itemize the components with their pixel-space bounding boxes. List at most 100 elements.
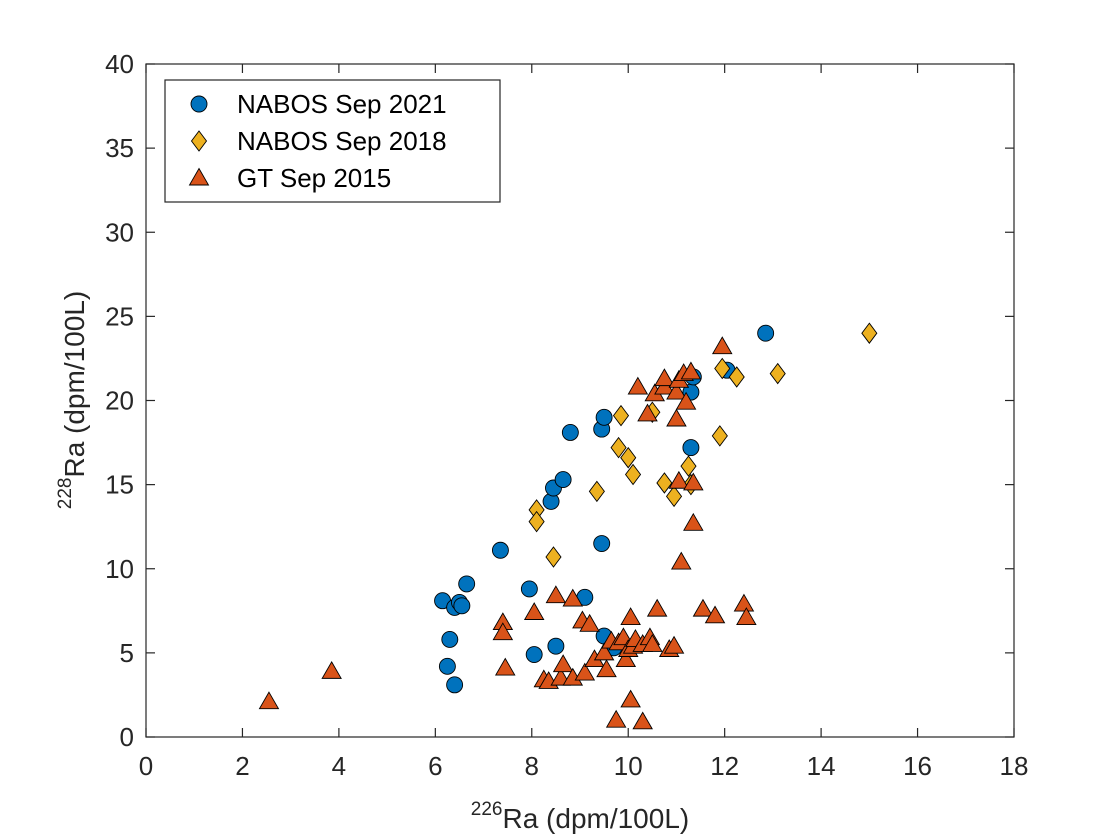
circle-point <box>458 575 476 593</box>
triangle-point <box>654 368 675 387</box>
diamond-point <box>610 436 627 459</box>
triangle-point <box>620 607 641 625</box>
y-axis-label-isotope-mass: 228 <box>55 478 76 510</box>
x-tick-label: 4 <box>332 751 346 781</box>
axis-ticks: 0 2 4 6 8 10 12 14 16 18 0 5 10 15 20 25 30 35 40 <box>105 49 1028 781</box>
diamond-point <box>714 357 731 380</box>
triangle-point <box>615 649 637 668</box>
triangle-point <box>666 381 687 400</box>
legend-marker-diamond <box>190 130 208 152</box>
circle-point <box>593 535 611 552</box>
diamond-point <box>545 546 562 568</box>
y-axis-label-text: Ra (dpm/100L) <box>59 291 90 478</box>
triangle-point <box>670 551 692 570</box>
x-axis-label-isotope-mass: 226 <box>471 799 503 820</box>
triangle-point <box>733 593 755 612</box>
y-tick-label: 10 <box>105 554 134 584</box>
triangle-point <box>574 662 596 681</box>
triangle-point <box>627 376 649 395</box>
circle-point <box>446 676 464 694</box>
diamond-point <box>656 472 673 494</box>
triangle-point <box>711 336 733 355</box>
legend-marker-triangle <box>188 167 210 186</box>
y-tick-label: 15 <box>105 470 134 500</box>
legend: NABOS Sep 2021 NABOS Sep 2018 GT Sep 2015 <box>164 79 501 203</box>
diamond-point <box>769 362 786 385</box>
circle-point <box>554 471 572 489</box>
triangle-point <box>620 689 641 708</box>
legend-entry-label: GT Sep 2015 <box>237 163 391 193</box>
y-tick-label: 5 <box>120 638 134 668</box>
legend-box <box>164 79 501 203</box>
y-axis-label: 228Ra (dpm/100L) <box>55 291 90 509</box>
triangle-point <box>579 613 600 632</box>
circle-point <box>595 408 613 426</box>
x-tick-label: 6 <box>428 751 442 781</box>
triangle-point <box>704 605 726 624</box>
circle-point <box>491 541 509 559</box>
circle-point <box>453 597 471 615</box>
x-tick-label: 14 <box>807 751 836 781</box>
series-diamond <box>528 322 878 568</box>
y-tick-label: 40 <box>105 49 134 79</box>
series-triangle <box>258 336 757 730</box>
y-tick-label: 25 <box>105 301 134 331</box>
diamond-point <box>728 366 745 388</box>
circle-point <box>525 646 543 664</box>
triangle-point <box>523 602 545 620</box>
y-tick-label: 0 <box>120 722 134 752</box>
diamond-point <box>711 425 728 447</box>
x-tick-label: 8 <box>525 751 539 781</box>
triangle-point <box>675 391 697 410</box>
circle-point <box>757 324 775 342</box>
triangle-point <box>668 470 690 489</box>
circle-point <box>547 637 565 655</box>
diamond-point <box>620 446 637 469</box>
triangle-point <box>552 654 574 673</box>
triangle-point <box>562 588 584 607</box>
legend-marker-circle <box>190 95 208 113</box>
triangle-point <box>736 607 757 625</box>
data-points <box>258 322 878 730</box>
triangle-point <box>692 598 714 617</box>
x-tick-label: 12 <box>710 751 739 781</box>
triangle-point <box>637 403 658 422</box>
y-tick-label: 35 <box>105 133 134 163</box>
x-axis-label: 226Ra (dpm/100L) <box>471 799 689 834</box>
triangle-point <box>593 642 615 661</box>
triangle-point <box>605 709 627 728</box>
y-tick-label: 20 <box>105 386 134 416</box>
triangle-point <box>321 660 342 679</box>
legend-entry-label: NABOS Sep 2021 <box>237 89 447 119</box>
circle-point <box>441 630 459 648</box>
circle-point <box>561 424 579 441</box>
circle-point <box>520 580 538 598</box>
diamond-point <box>624 463 642 486</box>
triangle-point <box>666 408 687 427</box>
diamond-point <box>665 485 683 508</box>
diamond-point <box>680 455 697 477</box>
circle-point <box>438 657 456 675</box>
x-tick-label: 10 <box>614 751 643 781</box>
diamond-point <box>861 322 878 344</box>
x-tick-label: 0 <box>139 751 153 781</box>
y-tick-label: 30 <box>105 217 134 247</box>
triangle-point <box>494 657 516 676</box>
diamond-point <box>612 404 630 427</box>
triangle-point <box>492 622 514 641</box>
triangle-point <box>642 634 663 652</box>
diamond-point <box>588 480 605 503</box>
triangle-point <box>258 691 280 710</box>
x-tick-label: 18 <box>1000 751 1029 781</box>
x-tick-label: 16 <box>903 751 932 781</box>
x-tick-label: 2 <box>235 751 249 781</box>
triangle-point <box>596 659 617 678</box>
triangle-point <box>663 635 685 654</box>
triangle-point <box>683 472 704 491</box>
series-circle <box>434 324 775 694</box>
triangle-point <box>646 598 668 617</box>
circle-point <box>682 439 700 457</box>
diamond-point <box>528 510 545 533</box>
triangle-point <box>632 711 653 730</box>
